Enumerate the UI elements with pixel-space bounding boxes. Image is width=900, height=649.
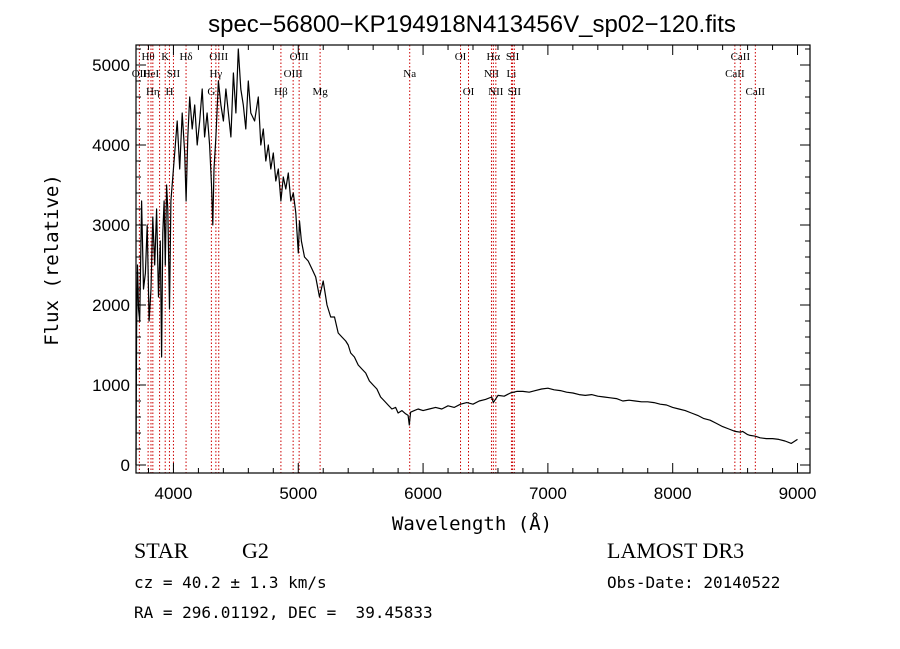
spectral-line-label: Mg [312, 86, 328, 98]
spectral-line-label: Li [507, 68, 517, 80]
spectral-line-label: SII [506, 51, 520, 63]
x-tick-label: 8000 [654, 484, 692, 503]
spectral-line-label: CaII [746, 86, 766, 98]
spectral-line-label: K [161, 51, 169, 63]
spectral-line-label: Hδ [179, 51, 192, 63]
spectral-line-label: OIII [290, 51, 309, 63]
spectral-line-label: CaII [725, 68, 745, 80]
spectral-line-label: G [207, 86, 215, 98]
observation-date: Obs-Date: 20140522 [607, 573, 781, 592]
x-tick-label: 5000 [279, 484, 317, 503]
x-tick-label: 7000 [529, 484, 567, 503]
x-tick-label: 6000 [404, 484, 442, 503]
spectral-line-label: Hβ [274, 86, 288, 98]
spectral-line-label: Hα [486, 51, 500, 63]
spectral-line-label: Na [403, 68, 416, 80]
spectral-line-label: NII [484, 68, 500, 80]
object-class: STAR [134, 538, 189, 563]
y-tick-label: 3000 [92, 216, 130, 235]
x-axis-label: Wavelength (Å) [392, 512, 552, 535]
y-axis: 0 1000 2000 3000 4000 5000 [92, 48, 810, 475]
spectral-line-label: OI [463, 86, 475, 98]
y-tick-label: 1000 [92, 376, 130, 395]
spectrum-line [135, 48, 798, 466]
survey-name: LAMOST DR3 [607, 538, 745, 563]
spectral-line-markers: OIIHθHeIHηKHSIIHδGHγOIIIHβOIIIOIIIMgNaOI… [132, 45, 766, 473]
spectral-line-label: HeI [143, 68, 160, 80]
y-tick-label: 0 [121, 456, 130, 475]
spectral-line-label: CaII [731, 51, 751, 63]
y-tick-label: 2000 [92, 296, 130, 315]
spectral-line-label: SII [508, 86, 522, 98]
y-tick-label: 4000 [92, 136, 130, 155]
coordinates: RA = 296.01192, DEC = 39.45833 [134, 603, 433, 622]
spectral-line-label: Hγ [209, 68, 222, 80]
spectral-line-label: Hη [146, 86, 160, 98]
spectral-line-label: OIII [209, 51, 228, 63]
spectral-line-label: OIII [284, 68, 303, 80]
x-tick-label: 4000 [155, 484, 193, 503]
spectral-line-label: SII [167, 68, 181, 80]
spectral-line-label: NII [488, 86, 504, 98]
redshift-value: cz = 40.2 ± 1.3 km/s [134, 573, 327, 592]
spectral-line-label: H [165, 86, 173, 98]
spectral-line-label: OI [455, 51, 467, 63]
x-tick-label: 9000 [779, 484, 817, 503]
subclass: G2 [242, 538, 269, 563]
plot-frame [135, 44, 811, 474]
y-tick-label: 5000 [92, 56, 130, 75]
y-axis-label: Flux (relative) [41, 174, 63, 346]
chart-title: spec−56800−KP194918N413456V_sp02−120.fit… [208, 11, 736, 38]
x-axis: 4000 5000 6000 7000 8000 9000 [147, 45, 817, 503]
